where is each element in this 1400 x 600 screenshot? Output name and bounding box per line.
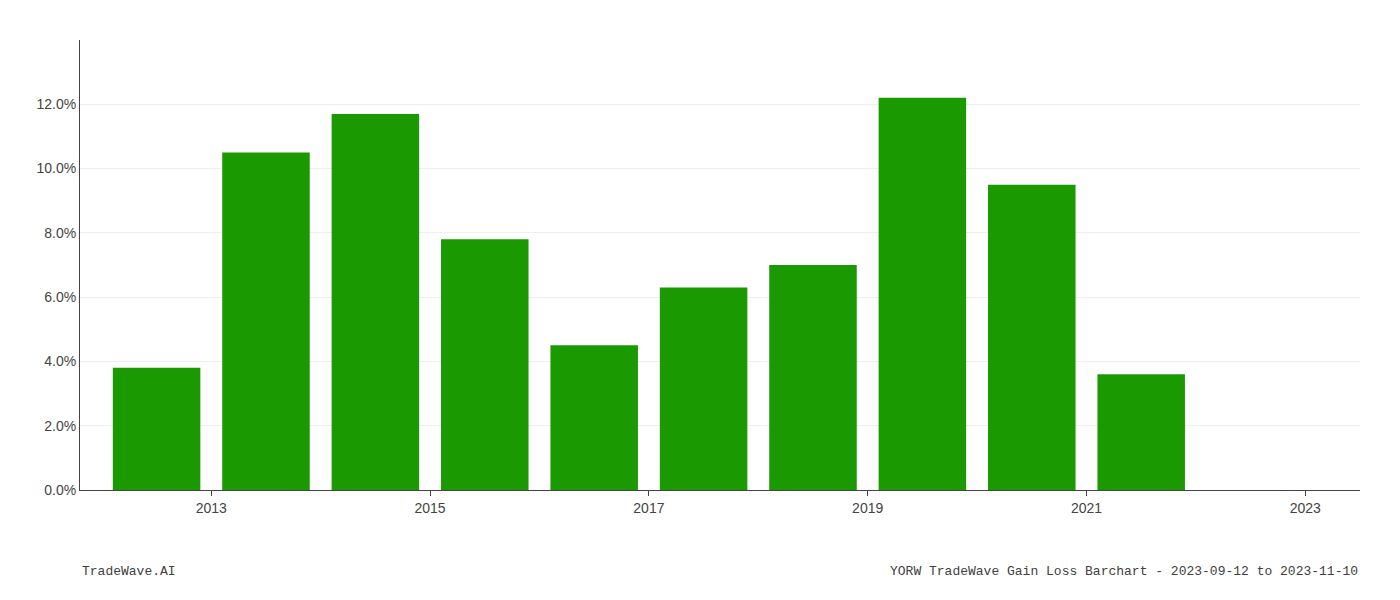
svg-text:2019: 2019 [852,500,883,516]
svg-text:8.0%: 8.0% [44,225,76,241]
svg-text:YORW TradeWave Gain Loss Barch: YORW TradeWave Gain Loss Barchart - 2023… [890,564,1358,579]
svg-text:2021: 2021 [1071,500,1102,516]
svg-text:0.0%: 0.0% [44,482,76,498]
svg-text:2017: 2017 [633,500,664,516]
svg-text:2013: 2013 [196,500,227,516]
svg-text:12.0%: 12.0% [36,96,76,112]
svg-text:4.0%: 4.0% [44,353,76,369]
svg-text:6.0%: 6.0% [44,289,76,305]
svg-text:2023: 2023 [1290,500,1321,516]
svg-text:10.0%: 10.0% [36,160,76,176]
svg-text:2015: 2015 [415,500,446,516]
svg-text:2.0%: 2.0% [44,418,76,434]
svg-text:TradeWave.AI: TradeWave.AI [82,564,176,579]
